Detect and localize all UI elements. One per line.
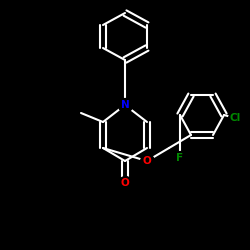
Text: O: O	[142, 156, 152, 166]
Text: F: F	[176, 153, 184, 163]
Text: O: O	[120, 178, 130, 188]
Text: N: N	[120, 100, 130, 110]
Text: Cl: Cl	[230, 113, 240, 123]
